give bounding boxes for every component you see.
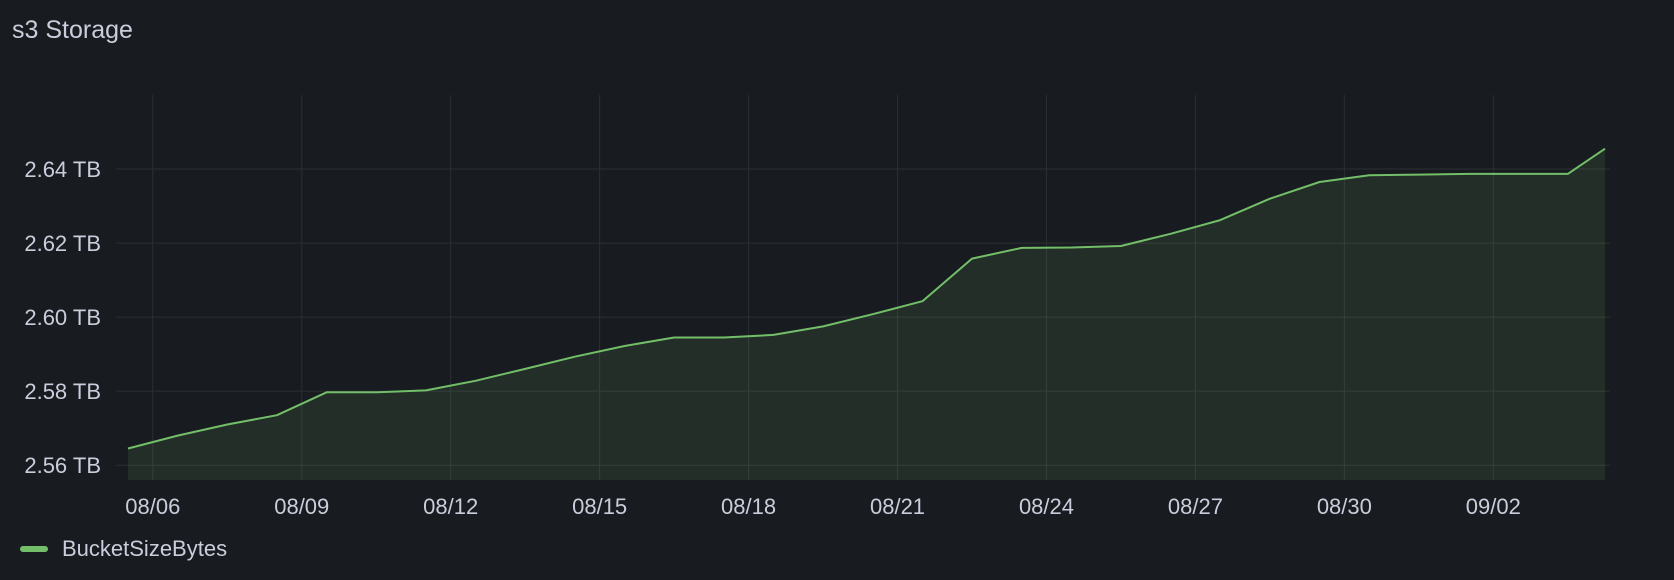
x-tick-label: 08/12 — [423, 494, 478, 519]
x-tick-label: 08/27 — [1168, 494, 1223, 519]
y-tick-label: 2.58 TB — [24, 379, 101, 404]
y-tick-label: 2.56 TB — [24, 453, 101, 478]
panel-title[interactable]: s3 Storage — [12, 16, 133, 44]
series-area-fill — [128, 148, 1605, 480]
series-line-bucketsizebytes[interactable] — [127, 147, 1606, 450]
legend-label: BucketSizeBytes — [62, 536, 228, 561]
y-tick-label: 2.62 TB — [24, 231, 101, 256]
x-tick-label: 09/02 — [1466, 494, 1521, 519]
x-tick-label: 08/15 — [572, 494, 627, 519]
x-tick-label: 08/06 — [125, 494, 180, 519]
x-tick-label: 08/18 — [721, 494, 776, 519]
x-axis-ticks: 08/06 08/09 08/12 08/15 08/18 08/21 08/24 08/27… — [125, 494, 1521, 519]
y-axis-ticks: 2.56 TB 2.58 TB 2.60 TB 2.62 TB 2.64 TB — [24, 157, 101, 478]
legend-item-bucketsizebytes[interactable]: BucketSizeBytes — [20, 536, 227, 562]
x-tick-label: 08/21 — [870, 494, 925, 519]
y-tick-label: 2.64 TB — [24, 157, 101, 182]
series-area-layer — [127, 147, 1606, 480]
x-tick-label: 08/24 — [1019, 494, 1074, 519]
y-tick-label: 2.60 TB — [24, 305, 101, 330]
x-tick-label: 08/30 — [1317, 494, 1372, 519]
legend-swatch — [20, 546, 48, 552]
x-tick-label: 08/09 — [274, 494, 329, 519]
